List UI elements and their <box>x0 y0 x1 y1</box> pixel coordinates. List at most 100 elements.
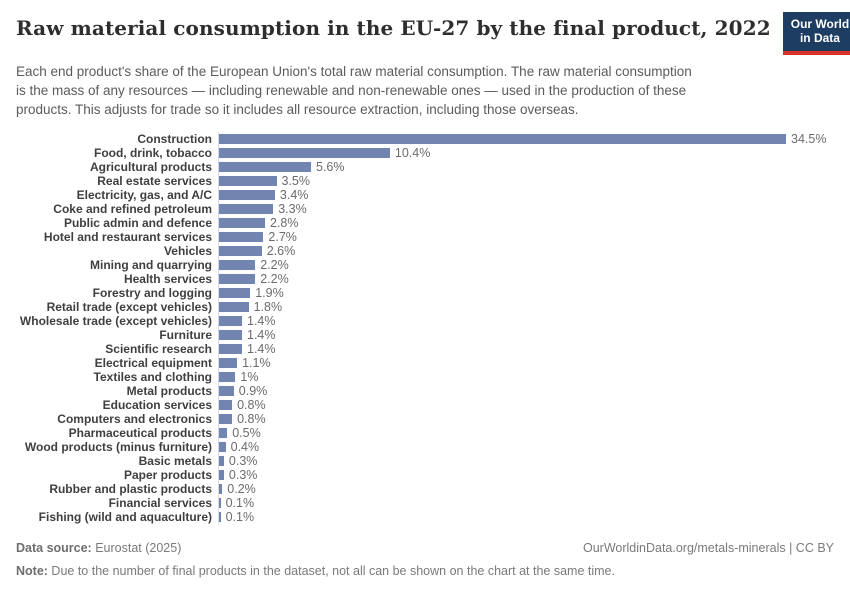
bar-row[interactable]: Fishing (wild and aquaculture) 0.1% <box>16 509 834 524</box>
bar-row[interactable]: Electrical equipment 1.1% <box>16 355 834 370</box>
bar-track: 1.8% <box>218 299 834 314</box>
bar-track: 0.8% <box>218 397 834 412</box>
bar[interactable] <box>219 133 786 144</box>
category-label: Agricultural products <box>89 159 212 174</box>
bar-row[interactable]: Computers and electronics 0.8% <box>16 411 834 426</box>
bar[interactable] <box>219 329 242 340</box>
bar[interactable] <box>219 441 226 452</box>
category-label: Health services <box>123 271 212 286</box>
bar-track: 2.2% <box>218 257 834 272</box>
value-label: 1.8% <box>253 299 283 314</box>
bar-row[interactable]: Textiles and clothing 1% <box>16 369 834 384</box>
bar[interactable] <box>219 427 228 438</box>
bar-track: 34.5% <box>218 131 834 146</box>
value-label: 1.1% <box>242 355 271 370</box>
bar-row[interactable]: Forestry and logging 1.9% <box>16 285 834 300</box>
bar[interactable] <box>219 189 275 200</box>
data-source-value: Eurostat (2025) <box>91 540 182 555</box>
bar-row[interactable]: Vehicles 2.6% <box>16 243 834 258</box>
bar[interactable] <box>219 259 256 270</box>
bar-track: 2.2% <box>218 271 834 286</box>
bar-row[interactable]: Pharmaceutical products 0.5% <box>16 425 834 440</box>
bar-track: 5.6% <box>218 159 834 174</box>
bar[interactable] <box>219 217 265 228</box>
bar[interactable] <box>219 455 224 466</box>
value-label: 0.3% <box>228 453 258 468</box>
category-label: Forestry and logging <box>92 285 212 300</box>
bar-row[interactable]: Hotel and restaurant services 2.7% <box>16 229 834 244</box>
value-label: 0.1% <box>225 509 255 524</box>
bar-row[interactable]: Agricultural products 5.6% <box>16 159 834 174</box>
category-label: Wholesale trade (except vehicles) <box>19 313 212 328</box>
bar[interactable] <box>219 371 236 382</box>
bar[interactable] <box>219 497 221 508</box>
value-label: 34.5% <box>791 131 827 146</box>
bar-row[interactable]: Wood products (minus furniture) 0.4% <box>16 439 834 454</box>
bar-row[interactable]: Rubber and plastic products 0.2% <box>16 481 834 496</box>
category-label: Construction <box>137 131 212 146</box>
bar[interactable] <box>219 315 242 326</box>
bar-row[interactable]: Coke and refined petroleum 3.3% <box>16 201 834 216</box>
bar-row[interactable]: Health services 2.2% <box>16 271 834 286</box>
category-label: Wood products (minus furniture) <box>24 439 212 454</box>
bar-row[interactable]: Education services 0.8% <box>16 397 834 412</box>
owid-logo-line1: Our World <box>790 17 850 31</box>
bar[interactable] <box>219 511 221 522</box>
bar[interactable] <box>219 203 274 214</box>
bar-row[interactable]: Real estate services 3.5% <box>16 173 834 188</box>
category-label: Fishing (wild and aquaculture) <box>38 509 212 524</box>
bar[interactable] <box>219 469 224 480</box>
value-label: 2.6% <box>266 243 296 258</box>
bar[interactable] <box>219 273 256 284</box>
category-label: Mining and quarrying <box>90 257 212 272</box>
category-label: Paper products <box>123 467 212 482</box>
bar-row[interactable]: Construction 34.5% <box>16 131 834 146</box>
value-label: 0.5% <box>232 425 261 440</box>
bar-track: 10.4% <box>218 145 834 160</box>
bar-row[interactable]: Retail trade (except vehicles) 1.8% <box>16 299 834 314</box>
value-label: 10.4% <box>394 145 431 160</box>
bar-row[interactable]: Wholesale trade (except vehicles) 1.4% <box>16 313 834 328</box>
bar[interactable] <box>219 413 233 424</box>
data-source: Data source: Eurostat (2025) <box>16 540 181 556</box>
bar-chart: Construction 34.5% Food, drink, tobacco 10.… <box>16 131 834 524</box>
bar[interactable] <box>219 161 311 172</box>
bar[interactable] <box>219 175 277 186</box>
value-label: 1.4% <box>247 313 276 328</box>
bar[interactable] <box>219 399 233 410</box>
bar-row[interactable]: Scientific research 1.4% <box>16 341 834 356</box>
attribution-text: OurWorldinData.org/metals-minerals | CC … <box>582 540 834 555</box>
bar[interactable] <box>219 343 242 354</box>
category-label: Retail trade (except vehicles) <box>46 299 212 314</box>
bar[interactable] <box>219 385 234 396</box>
bar[interactable] <box>219 483 223 494</box>
bar-row[interactable]: Financial services 0.1% <box>16 495 834 510</box>
category-label: Pharmaceutical products <box>68 425 212 440</box>
bar[interactable] <box>219 301 249 312</box>
bar[interactable] <box>219 357 238 368</box>
bar-row[interactable]: Public admin and defence 2.8% <box>16 215 834 230</box>
bar[interactable] <box>219 245 262 256</box>
bar-track: 3.4% <box>218 187 834 202</box>
bar-track: 0.3% <box>218 467 834 482</box>
category-label: Electrical equipment <box>94 355 212 370</box>
bar-row[interactable]: Mining and quarrying 2.2% <box>16 257 834 272</box>
category-label: Food, drink, tobacco <box>93 145 212 160</box>
category-label: Hotel and restaurant services <box>43 229 212 244</box>
footer-note: Note: Due to the number of final product… <box>16 563 834 579</box>
bar-row[interactable]: Furniture 1.4% <box>16 327 834 342</box>
bar-row[interactable]: Paper products 0.3% <box>16 467 834 482</box>
bar[interactable] <box>219 231 264 242</box>
bar[interactable] <box>219 287 251 298</box>
bar-track: 3.3% <box>218 201 834 216</box>
bar-row[interactable]: Electricity, gas, and A/C 3.4% <box>16 187 834 202</box>
value-label: 3.3% <box>278 201 307 216</box>
value-label: 0.4% <box>230 439 260 454</box>
bar-row[interactable]: Metal products 0.9% <box>16 383 834 398</box>
value-label: 3.4% <box>279 187 309 202</box>
bar-row[interactable]: Basic metals 0.3% <box>16 453 834 468</box>
owid-logo[interactable]: Our World in Data <box>782 12 850 55</box>
bar-row[interactable]: Food, drink, tobacco 10.4% <box>16 145 834 160</box>
bar[interactable] <box>219 147 390 158</box>
